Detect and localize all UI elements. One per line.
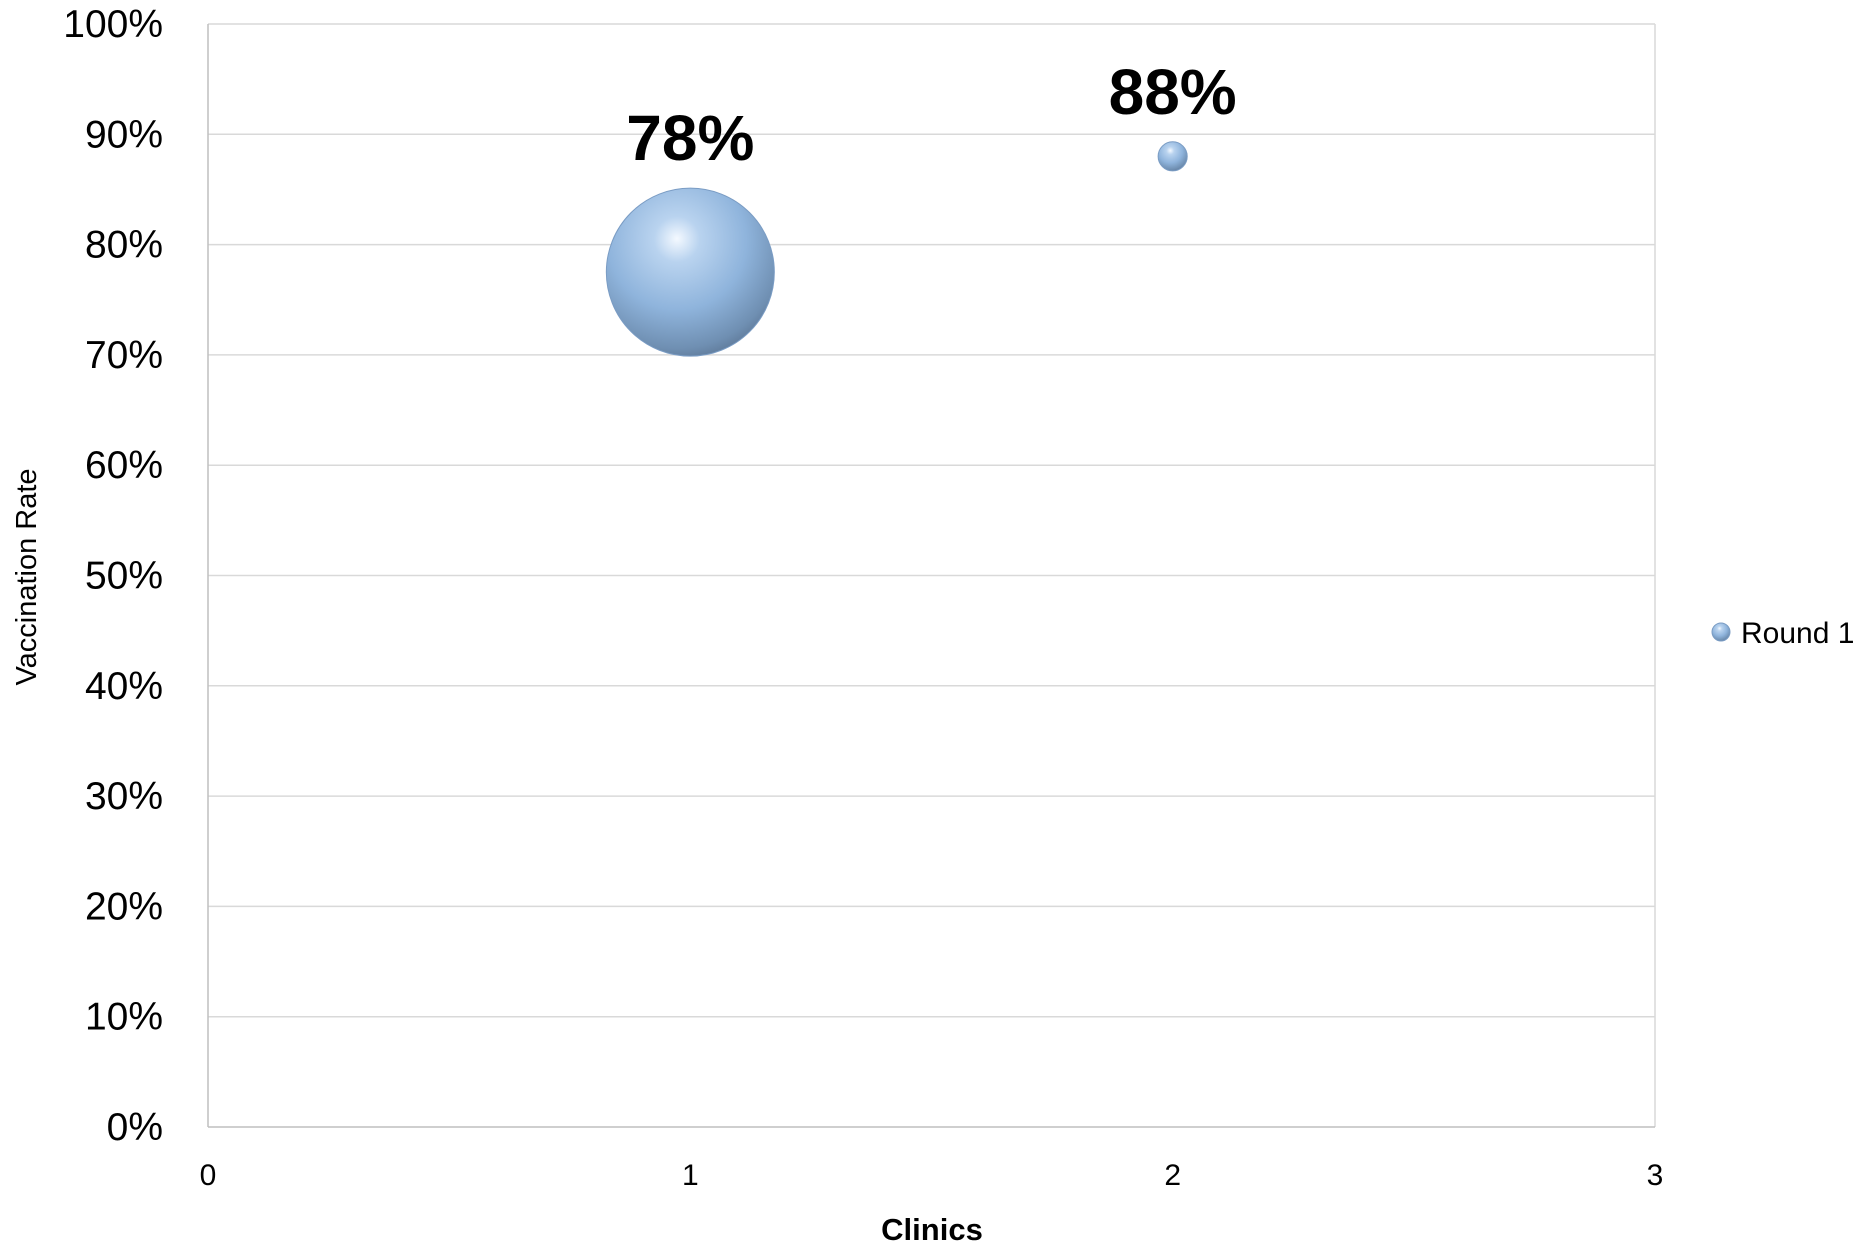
y-tick-label: 100% <box>63 3 163 46</box>
y-tick-label: 30% <box>85 775 163 818</box>
bubbles <box>605 141 1188 357</box>
x-tick-label: 0 <box>200 1159 217 1192</box>
y-axis-title: Vaccination Rate <box>11 468 43 685</box>
legend-label: Round 1 <box>1741 617 1854 650</box>
y-tick-label: 70% <box>85 334 163 377</box>
x-axis-title: Clinics <box>881 1212 983 1243</box>
tick-labels: 0% 10% 20% 30% 40% 50% 60% 70% 80% 90% 100% 0 1 2 3 <box>63 3 1663 1192</box>
bubble-point <box>605 187 775 357</box>
y-tick-label: 20% <box>85 885 163 928</box>
data-label: 88% <box>1109 56 1237 128</box>
y-tick-label: 10% <box>85 996 163 1039</box>
legend-marker <box>1711 622 1731 642</box>
y-tick-label: 0% <box>107 1106 163 1149</box>
y-tick-label: 60% <box>85 444 163 487</box>
x-tick-label: 3 <box>1647 1159 1664 1192</box>
x-tick-label: 1 <box>682 1159 699 1192</box>
axes <box>207 24 1656 1128</box>
x-tick-label: 2 <box>1164 1159 1181 1192</box>
data-label: 78% <box>626 102 754 174</box>
y-tick-label: 50% <box>85 555 163 598</box>
gridlines <box>208 23 1655 1018</box>
data-labels: 78% 88% <box>626 56 1236 174</box>
legend: Round 1 <box>1711 617 1854 650</box>
bubble-point <box>1157 141 1188 172</box>
y-tick-label: 80% <box>85 224 163 267</box>
y-tick-label: 90% <box>85 113 163 156</box>
y-tick-label: 40% <box>85 665 163 708</box>
